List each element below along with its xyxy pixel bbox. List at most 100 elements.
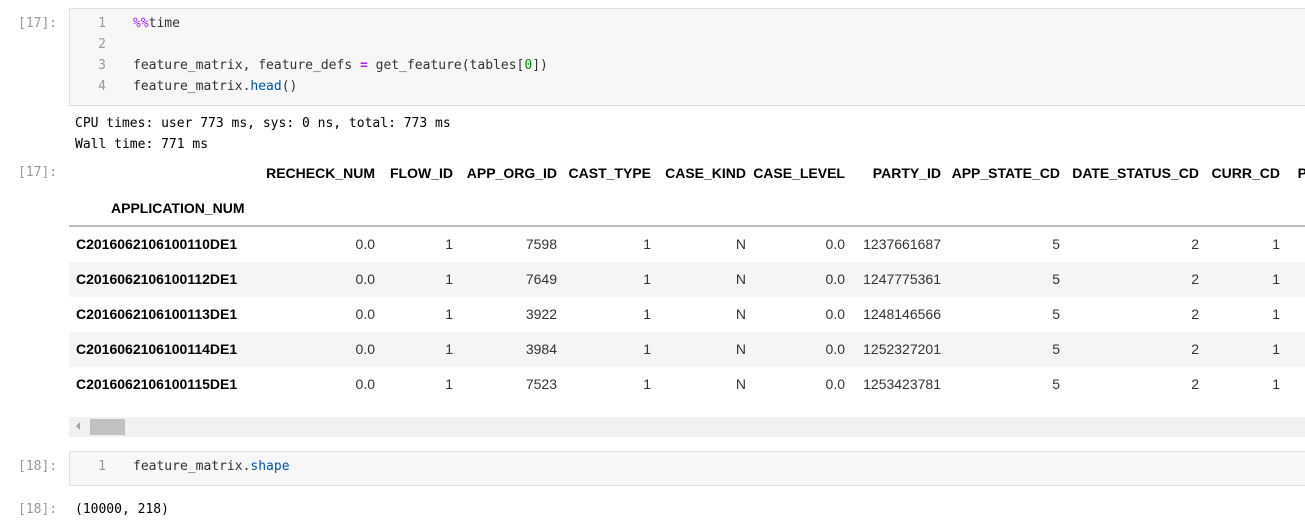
row-stripe [69, 332, 1305, 367]
column-header: FLOW_ID [390, 165, 453, 181]
column-header: P [1297, 165, 1305, 181]
code-token: feature_matrix, feature_defs [133, 58, 360, 73]
table-cell: 3922 [525, 306, 557, 322]
table-cell: N [735, 306, 746, 322]
table-cell: 1247775361 [863, 271, 941, 287]
table-cell: 0.0 [355, 306, 375, 322]
table-cell: 1 [445, 376, 453, 392]
table-cell: 5 [1052, 271, 1060, 287]
table-cell: 3984 [525, 341, 557, 357]
table-cell: 1 [1272, 271, 1280, 287]
scroll-arrow[interactable] [76, 422, 80, 430]
stream-output: CPU times: user 773 ms, sys: 0 ns, total… [75, 116, 451, 131]
table-cell: 0.0 [355, 236, 375, 252]
output-prompt: [17]: [18, 165, 58, 180]
table-cell: 0.0 [355, 341, 375, 357]
table-cell: 7523 [525, 376, 557, 392]
table-cell: N [735, 236, 746, 252]
table-cell: 1 [643, 236, 651, 252]
code-token: 0 [524, 58, 533, 73]
table-cell: 2 [1191, 236, 1199, 252]
table-cell: 0.0 [825, 376, 845, 392]
table-cell: 1 [445, 306, 453, 322]
code-token: feature_matrix. [133, 79, 251, 94]
code-token: time [148, 16, 180, 31]
code-cell[interactable] [69, 451, 1305, 486]
code-line: %%time [133, 16, 180, 31]
table-cell: 1 [1272, 306, 1280, 322]
table-cell: 1 [643, 271, 651, 287]
table-cell: 7649 [525, 271, 557, 287]
code-token: = [359, 58, 368, 73]
code-line: feature_matrix.head() [133, 79, 297, 94]
table-cell: N [735, 341, 746, 357]
table-cell: 5 [1052, 341, 1060, 357]
input-prompt: [18]: [18, 459, 58, 474]
table-cell: 2 [1191, 306, 1199, 322]
table-cell: 1 [643, 306, 651, 322]
row-stripe [69, 262, 1305, 297]
line-number: 2 [98, 37, 106, 52]
row-index: C2016062106100112DE1 [76, 271, 238, 287]
table-cell: 1 [1272, 376, 1280, 392]
table-cell: N [735, 376, 746, 392]
column-header: CASE_KIND [665, 165, 746, 181]
table-cell: 1 [445, 271, 453, 287]
table-cell: 2 [1191, 341, 1199, 357]
table-cell: 1 [1272, 236, 1280, 252]
code-token: get_feature(tables[ [367, 58, 525, 73]
column-header: DATE_STATUS_CD [1072, 165, 1199, 181]
stream-output: Wall time: 771 ms [75, 137, 209, 152]
column-header: RECHECK_NUM [266, 165, 375, 181]
result-output: (10000, 218) [75, 502, 169, 517]
table-cell: 0.0 [355, 271, 375, 287]
table-cell: 7598 [525, 236, 557, 252]
table-cell: 1237661687 [863, 236, 941, 252]
scroll-thumb[interactable] [90, 419, 125, 435]
table-cell: 0.0 [825, 271, 845, 287]
table-cell: 1 [643, 376, 651, 392]
table-cell: N [735, 271, 746, 287]
table-cell: 5 [1052, 236, 1060, 252]
table-cell: 1 [643, 341, 651, 357]
table-cell: 0.0 [355, 376, 375, 392]
table-cell: 0.0 [825, 341, 845, 357]
table-cell: 1 [445, 236, 453, 252]
column-header: CAST_TYPE [568, 165, 651, 181]
row-index: C2016062106100114DE1 [76, 341, 238, 357]
column-header: APP_STATE_CD [951, 165, 1060, 181]
line-number: 3 [98, 58, 106, 73]
code-line: feature_matrix, feature_defs = get_featu… [133, 58, 548, 73]
line-number: 1 [98, 16, 106, 31]
code-token: ]) [532, 58, 548, 73]
index-name: APPLICATION_NUM [111, 200, 245, 216]
table-cell: 2 [1191, 271, 1199, 287]
row-index: C2016062106100115DE1 [76, 376, 238, 392]
code-token: %% [133, 16, 149, 31]
table-cell: 1252327201 [863, 341, 941, 357]
output-prompt: [18]: [18, 502, 58, 517]
line-number: 4 [98, 79, 106, 94]
header-rule [69, 225, 1305, 227]
table-cell: 0.0 [825, 236, 845, 252]
code-token: shape [250, 459, 290, 474]
column-header: CURR_CD [1211, 165, 1280, 181]
scrollbar[interactable] [69, 417, 1305, 437]
table-cell: 0.0 [825, 306, 845, 322]
row-index: C2016062106100110DE1 [76, 236, 238, 252]
code-token: () [281, 79, 298, 94]
column-header: PARTY_ID [872, 165, 941, 181]
table-cell: 1 [445, 341, 453, 357]
table-cell: 5 [1052, 306, 1060, 322]
table-cell: 2 [1191, 376, 1199, 392]
input-prompt: [17]: [18, 16, 58, 31]
table-cell: 1248146566 [863, 306, 941, 322]
table-cell: 1 [1272, 341, 1280, 357]
column-header: CASE_LEVEL [753, 165, 845, 181]
line-number: 1 [98, 459, 106, 474]
code-cell[interactable] [69, 8, 1305, 106]
code-line: feature_matrix.shape [133, 459, 290, 474]
code-token: head [250, 79, 282, 94]
code-token: feature_matrix. [133, 459, 251, 474]
